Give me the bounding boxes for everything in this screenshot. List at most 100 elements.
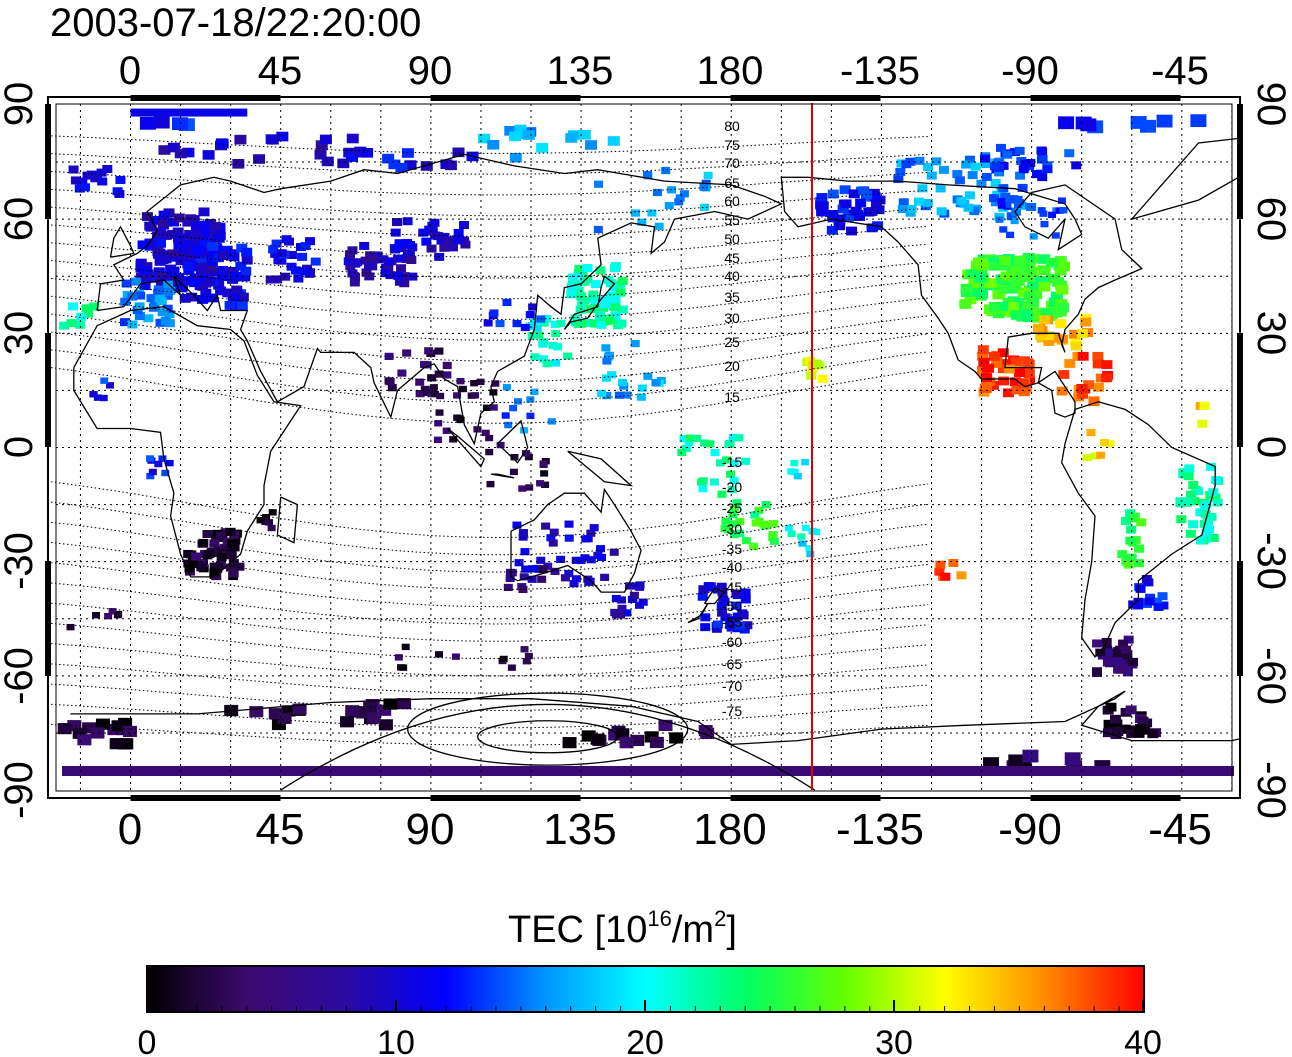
tec-cell [393, 244, 404, 253]
tec-cell [216, 553, 227, 562]
colorbar-title-suffix: ] [726, 909, 737, 951]
tec-cell [1014, 368, 1026, 378]
tec-cell [502, 384, 511, 391]
tec-cell [681, 444, 691, 452]
tec-cell [167, 249, 179, 259]
tec-cell [806, 550, 815, 558]
tec-cell [539, 338, 549, 346]
tec-cell [1010, 377, 1022, 387]
tec-cell [711, 624, 722, 633]
tec-cell [286, 262, 297, 271]
tec-cell [395, 162, 408, 173]
tec-cell [573, 319, 584, 328]
tec-cell [96, 168, 107, 177]
tec-cell [617, 276, 628, 285]
tec-cell [597, 553, 607, 562]
tec-cell [988, 352, 1000, 361]
tec-cell [840, 199, 852, 209]
mag-contour [48, 582, 929, 625]
tec-cell [205, 262, 217, 272]
tec-cell [1043, 331, 1055, 341]
tec-cell [415, 378, 425, 386]
tec-cell [1014, 146, 1025, 155]
tec-cell [992, 308, 1005, 319]
tec-cell [119, 738, 134, 750]
tec-cell [595, 266, 606, 275]
tec-cell [148, 216, 160, 225]
colorbar-title-prefix: TEC [10 [508, 909, 648, 951]
lon-tick-bottom: 135 [543, 805, 616, 854]
tec-cell [1064, 752, 1081, 766]
contour-label: 70 [724, 155, 740, 171]
tec-cell [345, 705, 360, 717]
tec-cell [981, 363, 993, 373]
coastline [703, 587, 726, 605]
tec-cell [241, 255, 253, 265]
tec-cell [658, 719, 673, 731]
tec-cell [67, 720, 82, 732]
tec-cell [1175, 499, 1186, 508]
tec-cell [1117, 550, 1128, 559]
tec-cell [893, 175, 904, 184]
tec-cell [607, 371, 617, 379]
tec-cell [487, 139, 500, 150]
tec-cell [198, 207, 210, 217]
tec-cell [365, 251, 376, 260]
tec-cell [967, 171, 978, 180]
tec-cell [1051, 333, 1063, 343]
mag-contour [48, 683, 929, 712]
tec-cell [769, 537, 779, 545]
tec-cell [995, 143, 1006, 152]
tec-cell [121, 279, 132, 288]
tec-cell [590, 280, 601, 289]
tec-cell [731, 589, 742, 598]
tec-cell [703, 171, 713, 179]
tec-cell [827, 210, 839, 219]
tec-cell [846, 226, 858, 236]
tec-cell [605, 279, 616, 288]
tec-cell [77, 734, 92, 746]
tec-cell [135, 258, 147, 268]
tec-cell [654, 222, 664, 230]
tec-cell [1000, 359, 1012, 368]
coastline [109, 225, 135, 258]
tec-cell [990, 178, 1001, 187]
tec-cell [790, 459, 799, 467]
tec-cell [817, 374, 828, 383]
tec-cell [837, 204, 849, 214]
tec-cell [1027, 296, 1040, 307]
tec-cell [394, 239, 405, 248]
tec-cell [697, 592, 708, 601]
tec-cell [1032, 313, 1045, 323]
tec-cell [135, 291, 146, 300]
tec-cell [394, 654, 403, 661]
lat-tick-right: -90 [1249, 761, 1292, 819]
tec-cell [729, 505, 739, 513]
tec-cell [524, 453, 533, 461]
tec-cell [509, 468, 518, 476]
tec-cell [1038, 254, 1051, 264]
tec-cell [956, 571, 967, 580]
tec-cell [1080, 118, 1097, 132]
tec-cell [109, 738, 124, 750]
tec-cell [520, 323, 530, 332]
tec-cell [1136, 518, 1147, 527]
tec-cell [595, 311, 606, 320]
tec-cell [396, 264, 407, 273]
tec-cell [724, 440, 734, 449]
tec-cell [583, 535, 593, 543]
tec-cell [1040, 307, 1053, 318]
tec-cell [509, 152, 522, 163]
tec-cell [146, 294, 157, 303]
mag-contour [48, 313, 929, 362]
coastline [563, 275, 616, 330]
contour-label: 30 [724, 310, 740, 326]
tec-cell [204, 549, 215, 558]
tec-cell [154, 294, 165, 303]
tec-cell [850, 206, 862, 216]
tec-cell [1030, 289, 1043, 299]
tec-cell [201, 220, 213, 230]
tec-cell [1022, 272, 1035, 282]
tec-cell [1186, 490, 1197, 499]
tec-cell [585, 577, 595, 585]
